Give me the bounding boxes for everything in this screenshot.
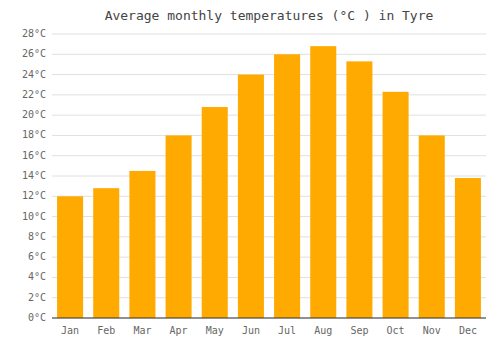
bar	[129, 171, 155, 318]
x-tick-label: Jul	[278, 325, 296, 336]
bar	[346, 61, 372, 318]
grid-line	[52, 318, 486, 319]
x-tick-label: Mar	[133, 325, 151, 336]
x-tick-label: May	[206, 325, 224, 336]
x-tick-label: Apr	[170, 325, 188, 336]
bar	[274, 54, 300, 318]
grid-line	[52, 54, 486, 55]
x-tick-label: Nov	[423, 325, 441, 336]
y-tick-label: 4°C	[28, 271, 46, 282]
y-tick-label: 28°C	[22, 28, 46, 39]
x-tick-label: Oct	[387, 325, 405, 336]
y-tick-label: 10°C	[22, 211, 46, 222]
y-tick-label: 12°C	[22, 190, 46, 201]
y-tick-label: 22°C	[22, 89, 46, 100]
background	[0, 0, 500, 350]
bar	[202, 107, 228, 318]
bar	[419, 135, 445, 318]
y-tick-label: 24°C	[22, 69, 46, 80]
x-tick-label: Feb	[97, 325, 115, 336]
grid	[52, 34, 486, 318]
x-axis-line	[52, 318, 486, 319]
title: Average monthly temperatures (°C ) in Ty…	[105, 8, 434, 23]
x-tick-label: Aug	[314, 325, 332, 336]
bar	[455, 178, 481, 318]
x-axis: Jan Feb Mar Apr May Jun Jul Aug Sep Oct Nov Dec	[52, 318, 486, 336]
y-tick-label: 14°C	[22, 170, 46, 181]
x-tick-label: Jun	[242, 325, 260, 336]
x-tick-label: Dec	[459, 325, 477, 336]
grid-line	[52, 115, 486, 116]
bar	[166, 135, 192, 318]
grid-line	[52, 74, 486, 75]
y-tick-label: 16°C	[22, 150, 46, 161]
y-tick-label: 26°C	[22, 48, 46, 59]
grid-line	[52, 94, 486, 95]
bar	[93, 188, 119, 318]
y-tick-label: 8°C	[28, 231, 46, 242]
x-tick-label: Jan	[61, 325, 79, 336]
bar	[310, 46, 336, 318]
y-tick-label: 0°C	[28, 312, 46, 323]
y-tick-label: 20°C	[22, 109, 46, 120]
bars	[57, 46, 481, 318]
bar	[57, 196, 83, 318]
chart: Average monthly temperatures (°C ) in Ty…	[0, 0, 500, 350]
y-axis: 0°C 2°C 4°C 6°C 8°C 10°C 12°C 14°C 16°C 18°C 20°C 2…	[22, 28, 46, 323]
y-tick-label: 6°C	[28, 251, 46, 262]
grid-line	[52, 34, 486, 35]
y-tick-label: 18°C	[22, 129, 46, 140]
y-tick-label: 2°C	[28, 292, 46, 303]
bar	[383, 92, 409, 318]
bar	[238, 75, 264, 318]
x-tick-label: Sep	[350, 325, 368, 336]
